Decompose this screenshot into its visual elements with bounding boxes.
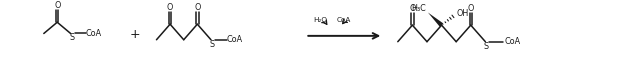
Text: O: O <box>167 3 173 12</box>
Text: O: O <box>467 4 474 13</box>
Text: CoA: CoA <box>86 29 102 38</box>
Text: S: S <box>69 33 74 42</box>
Text: +: + <box>130 28 141 41</box>
Text: S: S <box>209 40 214 49</box>
Text: S: S <box>484 42 489 51</box>
Polygon shape <box>428 13 443 27</box>
Text: O: O <box>54 1 60 10</box>
Text: O: O <box>194 3 200 12</box>
Text: H₃C: H₃C <box>411 4 425 13</box>
Text: CoA: CoA <box>504 37 521 46</box>
Text: H₂O: H₂O <box>313 17 327 23</box>
Text: CoA: CoA <box>337 17 352 23</box>
Text: OH: OH <box>457 9 469 18</box>
Text: O: O <box>409 4 415 13</box>
Text: CoA: CoA <box>226 35 242 44</box>
